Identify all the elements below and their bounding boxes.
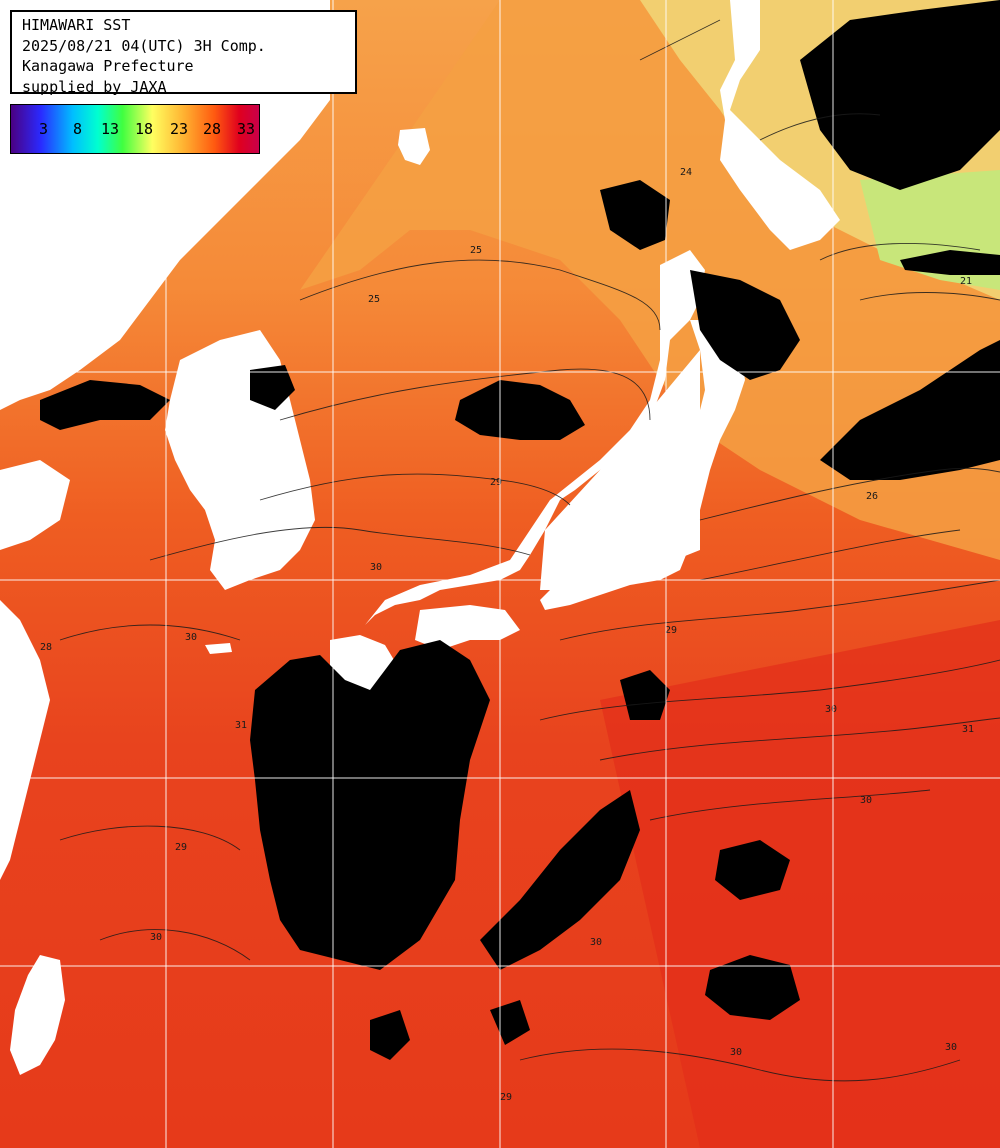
- cloud-sakhalin: [600, 180, 670, 250]
- hokkaido-island: [720, 0, 840, 250]
- isotherm-line: [859, 292, 1000, 301]
- isotherm-line: [59, 624, 241, 641]
- supplier: supplied by JAXA: [22, 77, 167, 96]
- cloud-masks: [40, 0, 1000, 1060]
- taiwan-island: [10, 955, 65, 1075]
- isotherms: [59, 19, 1000, 1082]
- iso-label: 30: [860, 795, 872, 806]
- cloud-japan-sea: [455, 380, 585, 440]
- iso-label: 29: [665, 625, 677, 636]
- isotherm-line: [639, 19, 721, 61]
- iso-label: 30: [185, 632, 197, 643]
- isotherm-line: [559, 579, 1000, 641]
- isotherm-line: [759, 113, 881, 141]
- isotherm-line: [259, 473, 571, 506]
- china-coast: [0, 460, 70, 550]
- colorbar-tick: 33: [237, 120, 256, 138]
- iso-label: 24: [680, 167, 692, 178]
- iso-label: 21: [960, 276, 972, 287]
- cloud-small-1: [620, 670, 670, 720]
- iso-label: 31: [962, 724, 974, 735]
- colorbar-tick: 23: [170, 120, 189, 138]
- iso-label: 30: [730, 1047, 742, 1058]
- isotherm-line: [699, 467, 1000, 521]
- iso-label: 29: [500, 1092, 512, 1103]
- china-south-coast: [0, 600, 50, 880]
- iso-label: 30: [370, 562, 382, 573]
- isotherm-line: [519, 1048, 961, 1082]
- title-box: HIMAWARI SST 2025/08/21 04(UTC) 3H Comp.…: [10, 10, 357, 96]
- cloud-okhotsk: [900, 250, 1000, 275]
- region-name: Kanagawa Prefecture: [22, 57, 194, 75]
- isotherm-labels: 25 29 30 30 26 24 29 30 21 31 30 29 30 3…: [40, 167, 974, 1103]
- colorbar-tick: 13: [101, 120, 120, 138]
- lat-label-40n: 40N: [12, 355, 37, 371]
- small-island-north: [398, 128, 430, 165]
- cloud-pacific-east: [820, 340, 1000, 480]
- isotherm-line: [99, 929, 251, 961]
- cloud-pacific-1: [715, 840, 790, 900]
- isotherm-line: [819, 243, 981, 261]
- iso-label: 31: [235, 720, 247, 731]
- iso-label: 26: [866, 491, 878, 502]
- cloud-pacific-2: [705, 955, 800, 1020]
- isotherm-line: [649, 789, 931, 821]
- isotherm-line: [539, 659, 1000, 721]
- sea-hot-band: [600, 620, 1000, 1148]
- product-title: HIMAWARI SST: [22, 16, 131, 34]
- iso-label: 29: [490, 477, 502, 488]
- colorbar-tick: 28: [203, 120, 222, 138]
- isotherm-line: [279, 368, 651, 421]
- colorbar-tick: 3: [39, 120, 49, 138]
- colorbar-tick: 18: [135, 120, 154, 138]
- shikoku-island: [415, 605, 520, 650]
- small-island-cheju: [205, 643, 232, 654]
- iso-label: 30: [825, 704, 837, 715]
- iso-label: 30: [590, 937, 602, 948]
- iso-label: 28: [40, 642, 52, 653]
- isotherm-line: [699, 529, 961, 581]
- iso-label: 29: [175, 842, 187, 853]
- isotherm-line: [59, 825, 241, 851]
- iso-label: 30: [150, 932, 162, 943]
- cloud-yellow-sea: [40, 380, 170, 430]
- isotherm-line: [149, 526, 531, 561]
- cloud-south-large: [250, 640, 490, 970]
- cloud-south-band: [480, 790, 640, 970]
- cloud-small-2: [370, 1010, 410, 1060]
- timestamp: 2025/08/21 04(UTC) 3H Comp.: [22, 36, 266, 55]
- cloud-hokkaido: [800, 0, 1000, 190]
- temperature-colorbar: [10, 104, 260, 154]
- honshu-fill: [540, 350, 700, 590]
- iso-label: 25: [368, 294, 380, 305]
- cloud-korea-west: [250, 365, 295, 410]
- isotherm-line: [299, 259, 661, 331]
- iso-label: 30: [945, 1042, 957, 1053]
- china-northeast: [0, 0, 330, 410]
- isotherm-line: [599, 717, 1000, 761]
- iso-label: 25: [470, 245, 482, 256]
- colorbar-tick: 8: [73, 120, 83, 138]
- lat-label-30n: 0N: [14, 761, 31, 777]
- cloud-tohoku: [690, 270, 800, 380]
